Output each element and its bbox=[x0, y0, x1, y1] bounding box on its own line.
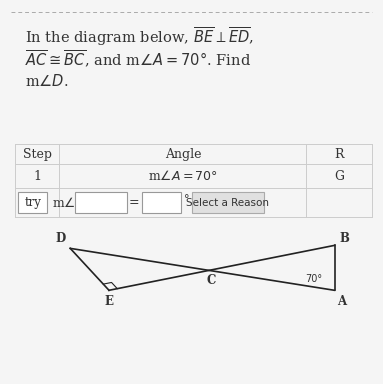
Text: 1: 1 bbox=[33, 170, 41, 183]
Text: A: A bbox=[337, 295, 346, 308]
Text: Step: Step bbox=[23, 148, 52, 161]
FancyBboxPatch shape bbox=[18, 192, 47, 213]
Text: R: R bbox=[334, 148, 344, 161]
Text: D: D bbox=[56, 232, 66, 245]
Text: °: ° bbox=[184, 194, 189, 205]
Text: Angle: Angle bbox=[165, 148, 201, 161]
Bar bbox=[75, 192, 127, 213]
Text: 70°: 70° bbox=[305, 274, 322, 284]
Text: =: = bbox=[129, 196, 139, 209]
Text: m$\angle D$.: m$\angle D$. bbox=[25, 73, 69, 89]
Text: G: G bbox=[334, 170, 344, 183]
Text: try: try bbox=[24, 196, 41, 209]
Text: B: B bbox=[339, 232, 349, 245]
Bar bbox=[142, 192, 181, 213]
Text: $\overline{AC} \cong \overline{BC}$, and m$\angle A = 70°$. Find: $\overline{AC} \cong \overline{BC}$, and… bbox=[25, 49, 251, 70]
Text: m$\angle A = 70°$: m$\angle A = 70°$ bbox=[148, 169, 218, 183]
Bar bbox=[192, 192, 264, 213]
Text: E: E bbox=[105, 295, 113, 308]
Text: C: C bbox=[206, 274, 216, 287]
Text: In the diagram below, $\overline{BE} \perp \overline{ED}$,: In the diagram below, $\overline{BE} \pe… bbox=[25, 25, 254, 48]
Text: m$\angle$: m$\angle$ bbox=[52, 195, 75, 210]
Text: Select a Reason: Select a Reason bbox=[187, 197, 269, 208]
